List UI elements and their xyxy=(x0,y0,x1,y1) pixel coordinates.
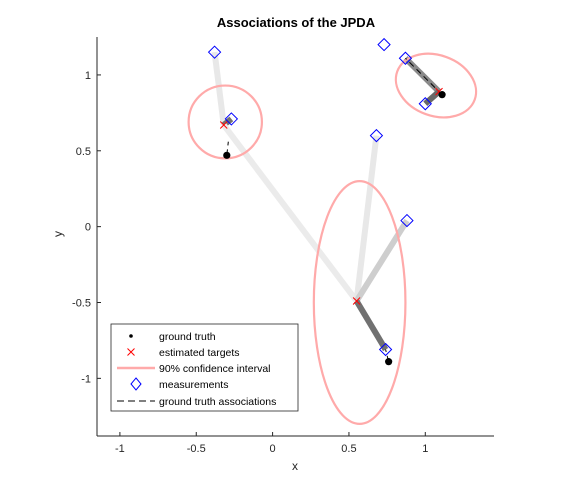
legend-dot-marker xyxy=(129,334,133,338)
x-tick-label: -0.5 xyxy=(187,443,206,455)
association-line-8 xyxy=(354,299,389,352)
legend-label: estimated targets xyxy=(159,347,240,359)
x-tick-label: -1 xyxy=(115,443,125,455)
estimated-target-marker-3 xyxy=(352,297,361,305)
y-tick-label: -1 xyxy=(81,373,91,385)
x-axis-ticks: -1 -0.5 0 0.5 1 xyxy=(115,432,428,455)
y-tick-label: 1 xyxy=(85,70,91,82)
chart-title: Associations of the JPDA xyxy=(217,15,376,30)
legend-label: ground truth associations xyxy=(159,396,276,408)
y-axis-label: y xyxy=(51,231,65,237)
legend-item-ground-truth-associations: ground truth associations xyxy=(117,396,276,408)
legend-item-ground-truth: ground truth xyxy=(129,331,216,343)
measurement-marker-2 xyxy=(377,37,391,52)
legend-label: ground truth xyxy=(159,331,216,343)
measurement-markers xyxy=(207,37,432,357)
y-tick-label: 0 xyxy=(85,222,91,234)
legend: ground truth estimated targets 90% confi… xyxy=(110,323,299,412)
measurement-marker-5 xyxy=(418,97,432,111)
x-tick-label: 1 xyxy=(422,443,428,455)
measurement-marker-7 xyxy=(400,213,414,228)
y-tick-label: 0.5 xyxy=(76,146,91,158)
x-axis-label: x xyxy=(292,459,298,473)
measurement-marker-6 xyxy=(369,128,384,143)
estimated-target-markers xyxy=(219,87,443,305)
ground-truth-marker-1 xyxy=(223,151,231,159)
legend-label: measurements xyxy=(159,379,228,391)
ground-truth-marker-2 xyxy=(438,91,446,99)
association-line-6 xyxy=(353,135,380,302)
association-line-1 xyxy=(211,51,227,126)
estimated-target-marker-1 xyxy=(219,121,228,129)
y-tick-label: -0.5 xyxy=(72,297,91,309)
confidence-ellipse-3 xyxy=(312,180,407,425)
ground-truth-marker-3 xyxy=(385,358,393,366)
y-axis-ticks: -1 -0.5 0 0.5 1 xyxy=(72,70,101,385)
measurement-marker-8 xyxy=(378,342,393,357)
association-line-3 xyxy=(221,123,359,303)
confidence-ellipses xyxy=(187,52,478,425)
legend-item-measurements: measurements xyxy=(130,377,228,391)
legend-item-confidence-interval: 90% confidence interval xyxy=(117,363,271,375)
ground-truth-markers xyxy=(223,91,446,366)
measurement-marker-1 xyxy=(207,45,222,59)
legend-diamond-marker xyxy=(130,377,142,391)
measurement-marker-3 xyxy=(398,51,413,65)
x-tick-label: 0 xyxy=(270,443,276,455)
x-tick-label: 0.5 xyxy=(341,443,356,455)
ground-truth-association-2 xyxy=(405,57,443,96)
legend-item-estimated-targets: estimated targets xyxy=(127,347,240,359)
legend-x-marker xyxy=(127,348,135,356)
measurement-marker-4 xyxy=(224,112,239,126)
legend-label: 90% confidence interval xyxy=(159,363,271,375)
confidence-ellipse-2 xyxy=(394,52,478,119)
